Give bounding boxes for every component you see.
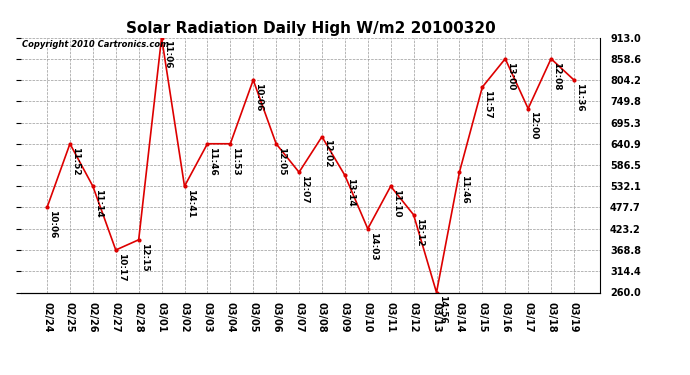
Text: 12:02: 12:02 [323, 140, 332, 168]
Text: 15:12: 15:12 [415, 217, 424, 246]
Text: 11:36: 11:36 [575, 83, 584, 111]
Text: 10:17: 10:17 [117, 253, 126, 281]
Text: 14:03: 14:03 [369, 231, 378, 260]
Text: 12:15: 12:15 [140, 243, 149, 271]
Text: 12:08: 12:08 [552, 62, 561, 90]
Text: 11:10: 11:10 [392, 189, 401, 217]
Text: 11:52: 11:52 [71, 147, 80, 175]
Text: 11:46: 11:46 [460, 175, 469, 204]
Text: 11:53: 11:53 [231, 147, 240, 175]
Text: 13:14: 13:14 [346, 178, 355, 207]
Text: Copyright 2010 Cartronics.com: Copyright 2010 Cartronics.com [22, 40, 169, 49]
Text: 11:14: 11:14 [94, 189, 103, 218]
Text: 14:41: 14:41 [186, 189, 195, 218]
Text: 12:00: 12:00 [529, 111, 538, 140]
Text: 11:46: 11:46 [208, 147, 217, 175]
Text: 11:57: 11:57 [484, 90, 493, 118]
Title: Solar Radiation Daily High W/m2 20100320: Solar Radiation Daily High W/m2 20100320 [126, 21, 495, 36]
Text: 12:07: 12:07 [300, 175, 309, 204]
Text: 14:56: 14:56 [437, 295, 446, 324]
Text: 10:06: 10:06 [48, 210, 57, 238]
Text: 10:06: 10:06 [255, 83, 264, 111]
Text: 11:06: 11:06 [163, 40, 172, 69]
Text: 13:00: 13:00 [506, 62, 515, 90]
Text: 12:05: 12:05 [277, 147, 286, 175]
